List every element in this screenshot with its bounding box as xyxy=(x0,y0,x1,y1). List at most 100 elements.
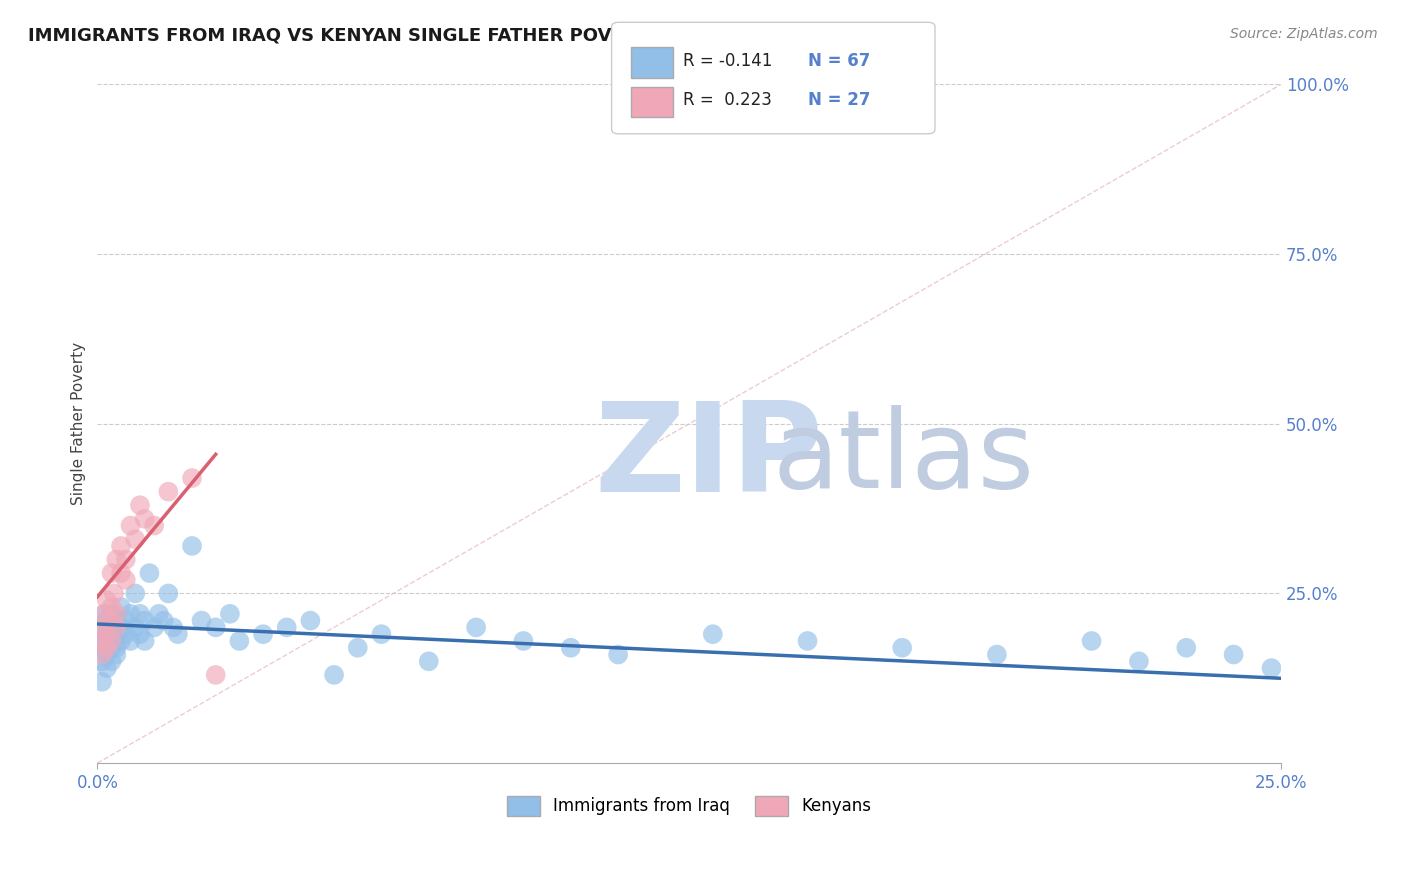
Point xyxy=(346,640,368,655)
Point xyxy=(134,634,156,648)
Point xyxy=(103,634,125,648)
Point xyxy=(323,668,346,682)
Point xyxy=(96,627,118,641)
Point xyxy=(89,634,111,648)
Point xyxy=(105,640,128,655)
Point xyxy=(103,586,125,600)
Text: ZIP: ZIP xyxy=(595,397,824,518)
Point xyxy=(105,627,128,641)
Point xyxy=(93,607,115,621)
Point xyxy=(465,620,488,634)
Point xyxy=(204,668,226,682)
Point xyxy=(162,620,184,634)
Point xyxy=(98,614,121,628)
Point xyxy=(418,654,440,668)
Point xyxy=(96,593,118,607)
Point xyxy=(1080,634,1102,648)
Point xyxy=(276,620,298,634)
Y-axis label: Single Father Poverty: Single Father Poverty xyxy=(72,343,86,506)
Point xyxy=(228,634,250,648)
Text: IMMIGRANTS FROM IRAQ VS KENYAN SINGLE FATHER POVERTY CORRELATION CHART: IMMIGRANTS FROM IRAQ VS KENYAN SINGLE FA… xyxy=(28,27,883,45)
Point xyxy=(110,539,132,553)
Point xyxy=(110,600,132,615)
Point xyxy=(98,620,121,634)
Point xyxy=(91,620,114,634)
Point xyxy=(114,627,136,641)
Point xyxy=(100,566,122,580)
Text: N = 27: N = 27 xyxy=(808,91,870,109)
Point xyxy=(1222,648,1244,662)
Point xyxy=(100,654,122,668)
Text: Source: ZipAtlas.com: Source: ZipAtlas.com xyxy=(1230,27,1378,41)
Point xyxy=(96,661,118,675)
Point xyxy=(796,634,818,648)
Point xyxy=(204,620,226,634)
Point xyxy=(120,607,142,621)
Point xyxy=(134,614,156,628)
Point xyxy=(181,539,204,553)
Point xyxy=(219,607,242,621)
Point xyxy=(129,607,152,621)
Text: R =  0.223: R = 0.223 xyxy=(683,91,772,109)
Point xyxy=(105,552,128,566)
Point xyxy=(105,614,128,628)
Point xyxy=(1260,661,1282,675)
Legend: Immigrants from Iraq, Kenyans: Immigrants from Iraq, Kenyans xyxy=(501,789,879,822)
Point xyxy=(986,648,1008,662)
Point xyxy=(91,674,114,689)
Point xyxy=(100,627,122,641)
Point xyxy=(190,614,212,628)
Point xyxy=(100,640,122,655)
Point xyxy=(91,620,114,634)
Point xyxy=(103,620,125,634)
Point xyxy=(114,552,136,566)
Point xyxy=(181,471,204,485)
Point xyxy=(1175,640,1198,655)
Point xyxy=(129,627,152,641)
Point xyxy=(114,614,136,628)
Point xyxy=(148,607,170,621)
Point xyxy=(152,614,174,628)
Point xyxy=(91,648,114,662)
Text: R = -0.141: R = -0.141 xyxy=(683,52,773,70)
Point xyxy=(120,518,142,533)
Point xyxy=(299,614,322,628)
Point xyxy=(89,634,111,648)
Point xyxy=(157,484,180,499)
Point xyxy=(110,566,132,580)
Point xyxy=(120,634,142,648)
Point xyxy=(143,620,166,634)
Point xyxy=(96,648,118,662)
Point xyxy=(110,620,132,634)
Point xyxy=(702,627,724,641)
Point xyxy=(252,627,274,641)
Point xyxy=(96,614,118,628)
Point xyxy=(93,607,115,621)
Point xyxy=(891,640,914,655)
Text: N = 67: N = 67 xyxy=(808,52,870,70)
Point xyxy=(370,627,392,641)
Point xyxy=(91,654,114,668)
Text: atlas: atlas xyxy=(772,405,1033,511)
Point xyxy=(100,607,122,621)
Point xyxy=(105,620,128,634)
Point xyxy=(96,627,118,641)
Point xyxy=(105,648,128,662)
Point xyxy=(100,600,122,615)
Point xyxy=(560,640,582,655)
Point xyxy=(93,640,115,655)
Point xyxy=(124,586,146,600)
Point xyxy=(98,634,121,648)
Point xyxy=(110,634,132,648)
Point xyxy=(105,607,128,621)
Point xyxy=(96,640,118,655)
Point xyxy=(129,498,152,512)
Point xyxy=(512,634,534,648)
Point xyxy=(157,586,180,600)
Point xyxy=(124,532,146,546)
Point xyxy=(607,648,630,662)
Point xyxy=(134,512,156,526)
Point xyxy=(114,573,136,587)
Point xyxy=(138,566,160,580)
Point xyxy=(166,627,188,641)
